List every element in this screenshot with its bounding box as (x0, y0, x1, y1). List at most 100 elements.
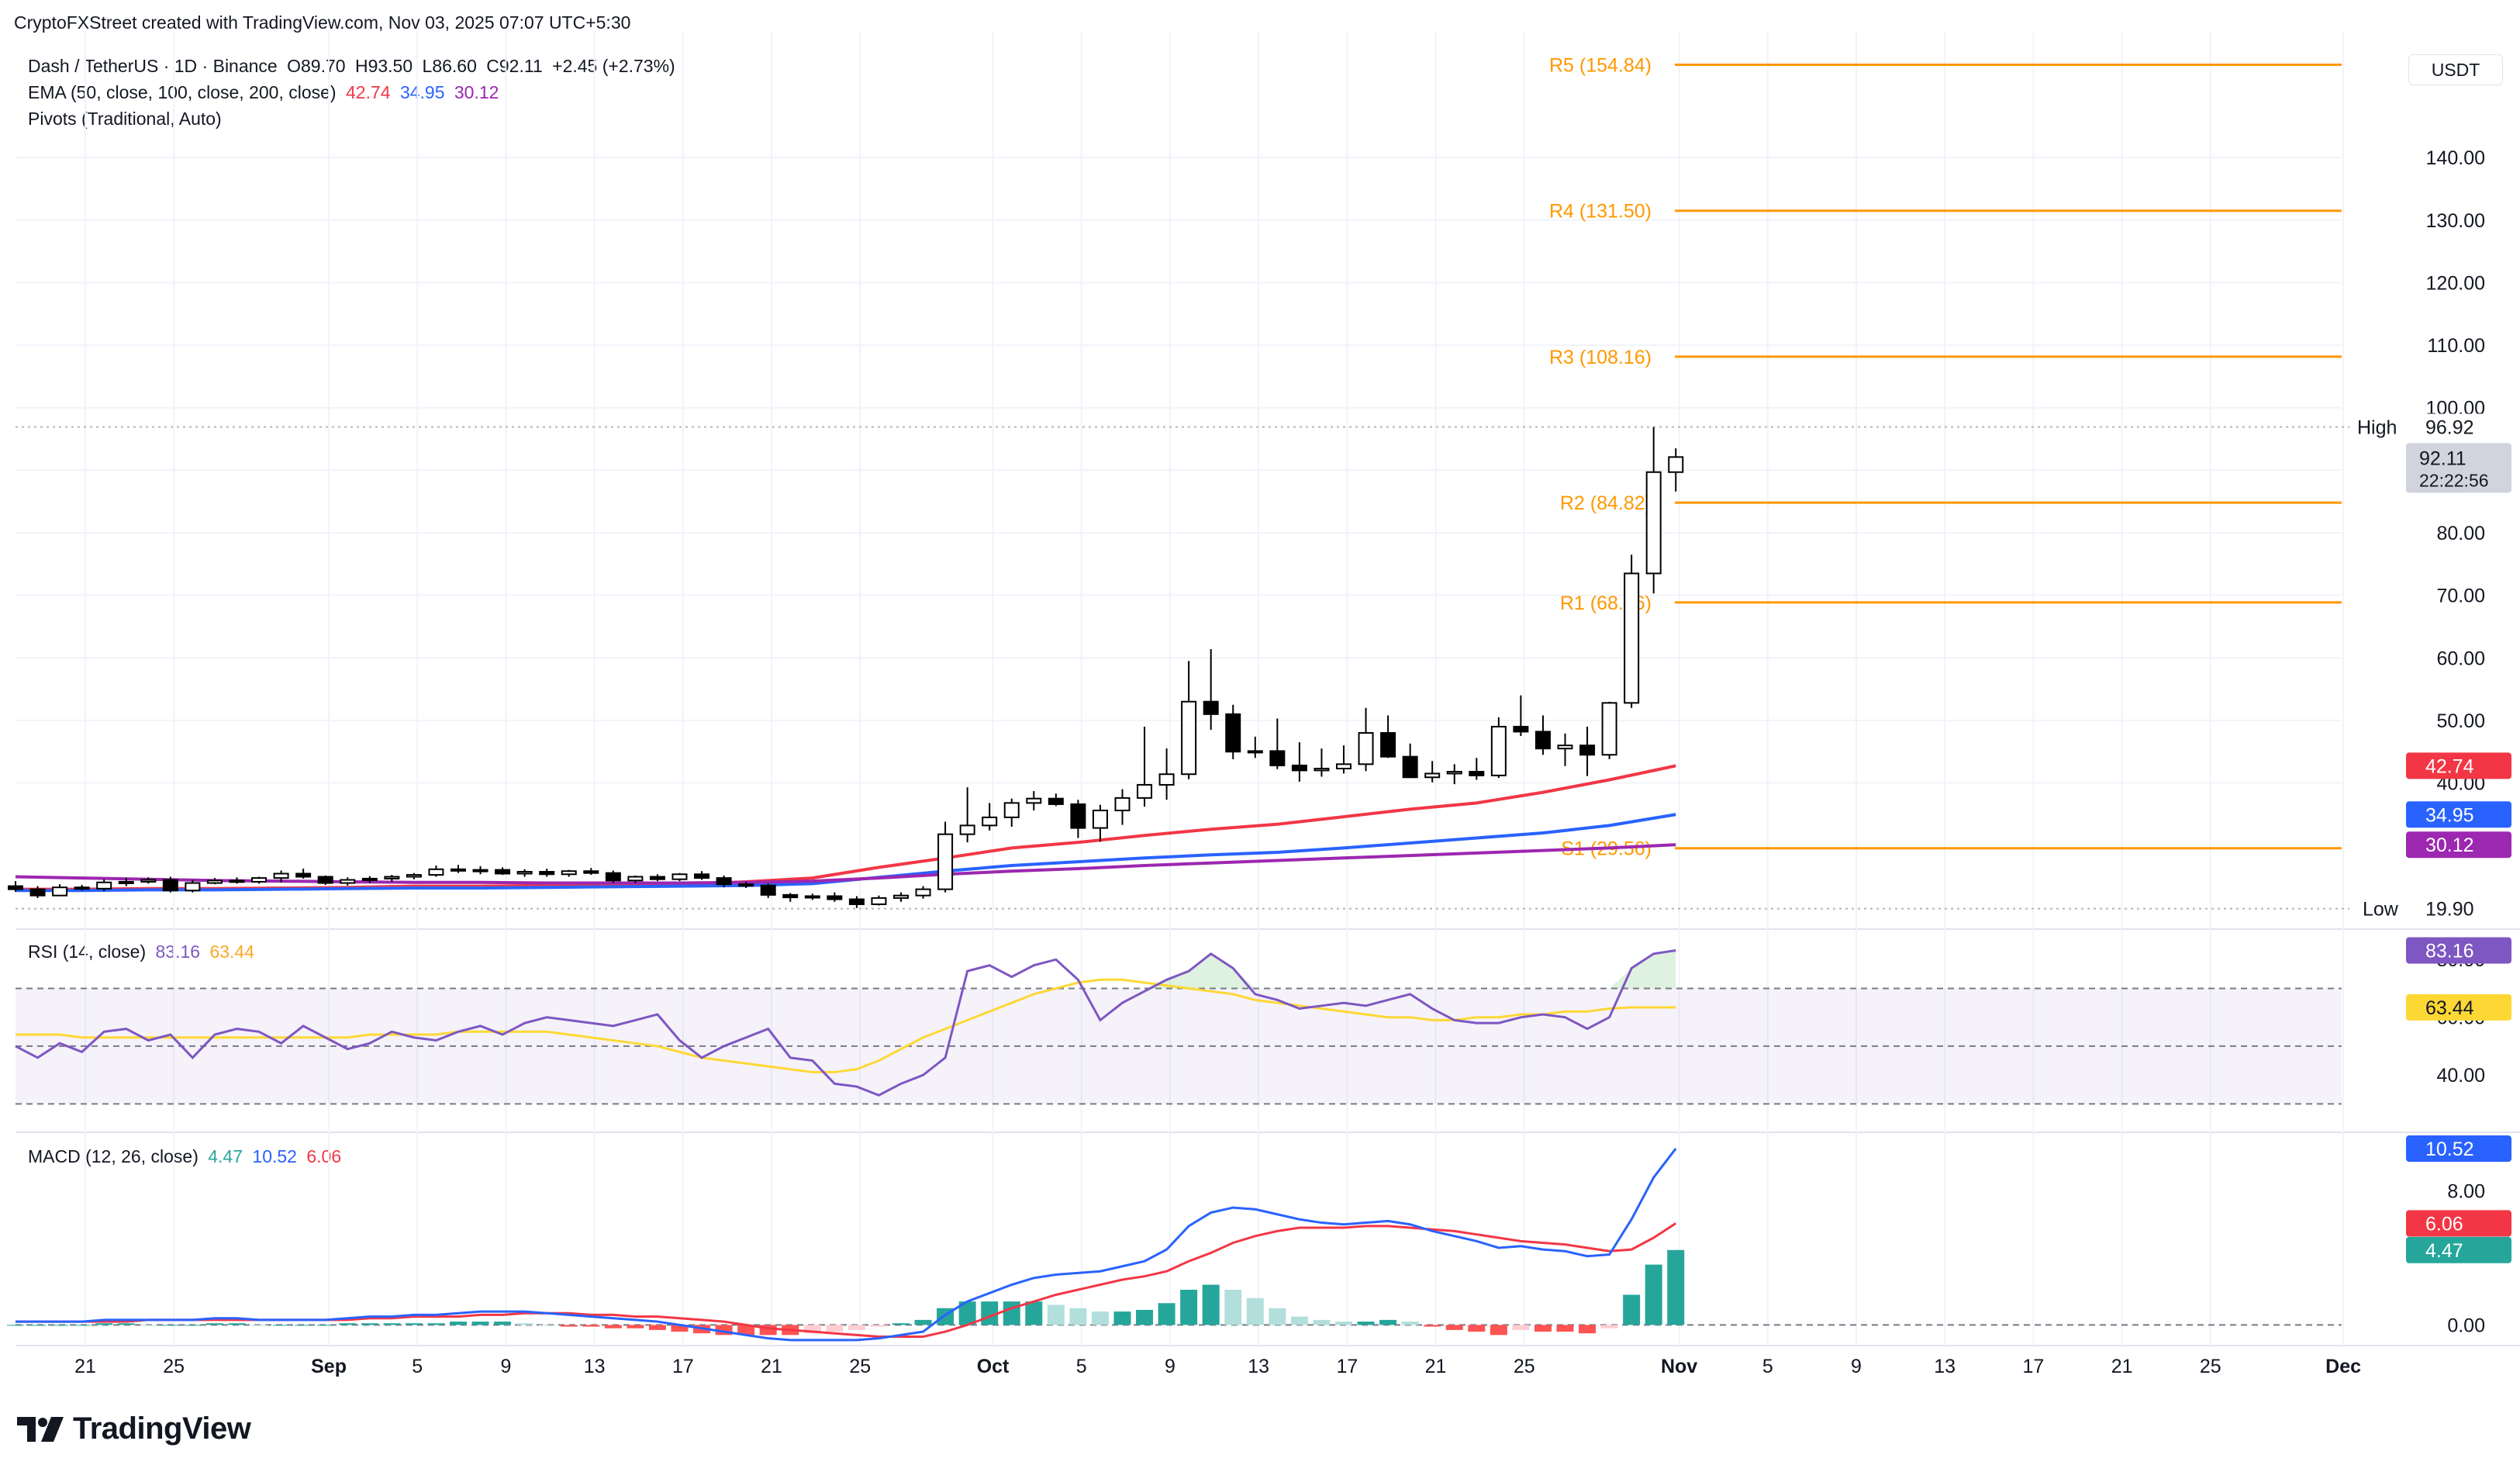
macd-histogram-bar (1025, 1301, 1043, 1325)
candle-body-down (317, 876, 333, 884)
candle-body-down (760, 884, 776, 896)
candle (428, 865, 444, 877)
macd-histogram-bar (1424, 1325, 1441, 1327)
ema200-badge: 30.12 (2406, 831, 2511, 859)
time-tick-label: 9 (1165, 1356, 1175, 1377)
candle (1534, 715, 1551, 755)
macd-histogram-bar (1091, 1311, 1109, 1325)
candle (29, 886, 46, 898)
candle-body-up (1358, 732, 1374, 765)
macd-histogram-bar (1490, 1325, 1507, 1336)
candle-body-up (1446, 771, 1462, 775)
macd-histogram-bar (1667, 1249, 1685, 1325)
candle (1225, 704, 1241, 759)
macd-histogram-bar (958, 1301, 976, 1325)
candle (185, 879, 201, 893)
candle-body-up (893, 894, 909, 899)
candle-body-down (738, 883, 754, 887)
candle-body-up (428, 868, 444, 876)
macd-histogram-bar (1202, 1284, 1220, 1325)
ema200-value: 30.12 (454, 82, 499, 102)
candle (8, 881, 23, 892)
candle-body-down (1469, 771, 1485, 776)
pivot-label: R2 (84.82) (1560, 492, 1652, 514)
svg-text:42.74: 42.74 (2425, 755, 2474, 777)
pivot-label: R3 (108.16) (1549, 347, 1652, 368)
candle-body-up (561, 870, 577, 876)
candle (472, 866, 488, 875)
time-tick-label: 21 (74, 1356, 96, 1377)
candle-body-down (1203, 700, 1219, 715)
candle-body-up (516, 871, 533, 875)
macd-histogram-bar (228, 1323, 246, 1325)
pivots-legend[interactable]: Pivots (Traditional, Auto) (28, 109, 222, 130)
candle-body-down (716, 877, 732, 886)
time-tick-label: 13 (1934, 1356, 1956, 1377)
macd-histogram-bar (1445, 1325, 1463, 1330)
candle-body-up (1314, 767, 1330, 772)
time-tick-label: 25 (849, 1356, 871, 1377)
ohlc-change: +2.45 (+2.73%) (552, 56, 675, 76)
candle (627, 875, 644, 883)
macd-line-value: 10.52 (252, 1146, 297, 1166)
svg-text:Low: Low (2363, 899, 2399, 921)
candle (1624, 555, 1640, 708)
candle-body-up (1490, 725, 1507, 776)
candle (1247, 736, 1263, 758)
candle (782, 893, 799, 902)
candle (273, 870, 289, 883)
rsi-label: RSI (14, close) (28, 942, 147, 962)
candle-body-up (1026, 797, 1042, 804)
time-tick-label: 17 (672, 1356, 694, 1377)
candle (1158, 748, 1175, 800)
candle (827, 892, 843, 902)
candle (74, 884, 90, 891)
candle-body-up (627, 876, 644, 882)
candle-body-down (1048, 797, 1064, 805)
time-tick-label: 5 (1762, 1356, 1773, 1377)
macd-legend[interactable]: MACD (12, 26, close) 4.47 10.52 6.06 (28, 1146, 341, 1167)
macd-histogram-bar (339, 1323, 357, 1325)
rsi-value-badge: 83.16 (2406, 937, 2511, 964)
candle-body-down (229, 879, 245, 883)
candle (450, 865, 466, 873)
macd-histogram-bar (1600, 1325, 1618, 1329)
time-tick-label: Dec (2325, 1356, 2361, 1377)
ema50-line (16, 764, 1676, 891)
candle (1402, 743, 1418, 779)
price-tick-label: 50.00 (2436, 710, 2485, 732)
ema-legend[interactable]: EMA (50, close, 100, close, 200, close) … (28, 82, 499, 103)
candle-body-down (539, 871, 555, 876)
macd-histogram-bar (1003, 1301, 1020, 1325)
candles (8, 427, 1684, 908)
candle-body-up (118, 880, 134, 884)
svg-text:96.92: 96.92 (2425, 417, 2474, 439)
pivot-label: R5 (154.84) (1549, 54, 1652, 76)
candle-body-down (1225, 713, 1241, 753)
candle-body-up (937, 833, 954, 890)
ema50-badge: 42.74 (2406, 752, 2511, 779)
candle-body-down (162, 879, 178, 892)
rsi-legend[interactable]: RSI (14, close) 83.16 63.44 (28, 942, 254, 962)
macd-histogram-bar (1335, 1322, 1352, 1325)
macd-histogram-bar (1357, 1322, 1375, 1325)
macd-histogram-bar (847, 1325, 865, 1330)
candle (871, 895, 887, 906)
candle (317, 875, 333, 885)
ema-label: EMA (50, close, 100, close, 200, close) (28, 82, 337, 102)
price-tick-label: 140.00 (2426, 147, 2485, 169)
currency-button[interactable]: USDT (2408, 54, 2503, 85)
candle (384, 875, 400, 882)
macd-histogram-bar (870, 1325, 888, 1327)
candle-body-up (140, 879, 157, 883)
macd-line-badge: 10.52 (2406, 1135, 2511, 1163)
ema100-badge: 34.95 (2406, 801, 2511, 828)
candle-body-up (185, 882, 201, 892)
svg-text:92.11: 92.11 (2419, 447, 2466, 469)
symbol-title[interactable]: Dash / TetherUS · 1D · Binance (28, 56, 278, 76)
macd-histogram-bar (671, 1325, 689, 1332)
pivot-label: R4 (131.50) (1549, 201, 1652, 223)
time-tick-label: 5 (1076, 1356, 1087, 1377)
